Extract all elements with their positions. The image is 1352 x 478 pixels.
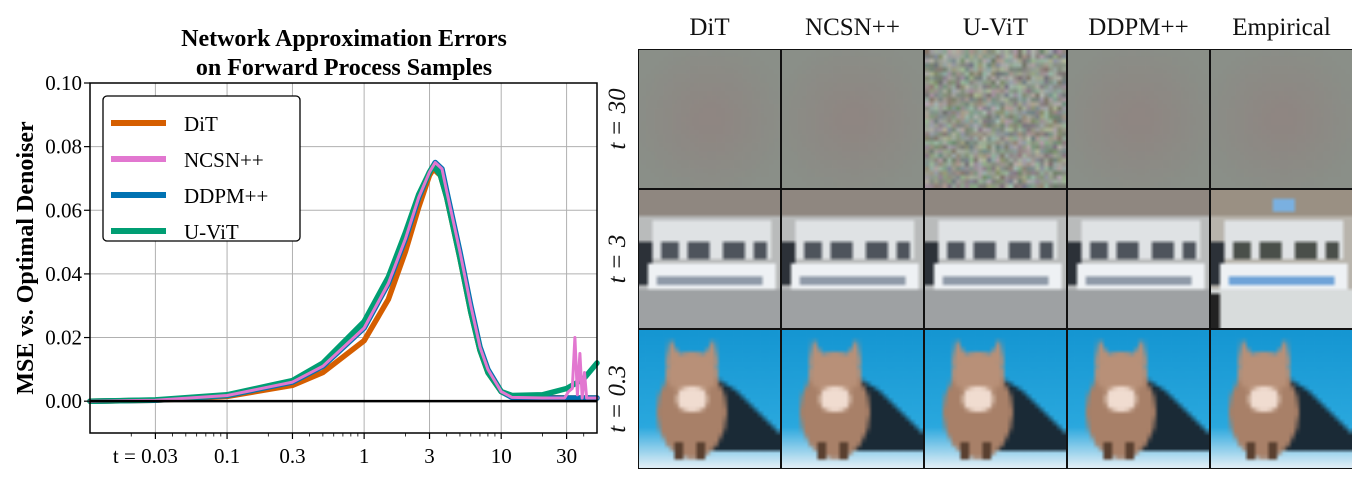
row-label: t = 0.3 (604, 365, 631, 433)
column-label: DiT (689, 14, 730, 41)
legend-label: U-ViT (184, 220, 239, 244)
legend: DiT NCSN++ DDPM++ U-ViT (102, 95, 301, 244)
x-tick-label: 3 (424, 444, 435, 468)
y-tick-label: 0.00 (45, 389, 82, 413)
sample-image-canvas (1211, 190, 1352, 328)
sample-image-canvas (782, 190, 923, 328)
series-line-ncsn (88, 161, 599, 403)
legend-box (102, 95, 301, 242)
sample-image (1067, 329, 1210, 469)
sample-image-canvas (925, 330, 1066, 468)
sample-image (924, 49, 1067, 189)
sample-image-canvas (1068, 330, 1209, 468)
y-tick-label: 0.08 (45, 135, 82, 159)
sample-image-canvas (925, 50, 1066, 188)
sample-image-canvas (1068, 190, 1209, 328)
sample-image-canvas (925, 190, 1066, 328)
sample-image (638, 189, 781, 329)
sample-image (1067, 49, 1210, 189)
y-tick-label: 0.10 (45, 71, 82, 95)
y-tick-label: 0.02 (45, 326, 82, 350)
sample-image (638, 49, 781, 189)
y-axis-label: MSE vs. Optimal Denoiser (13, 121, 39, 395)
sample-image (1210, 49, 1352, 189)
sample-image (1210, 329, 1352, 469)
sample-image (1210, 189, 1352, 329)
x-tick-label: 0.3 (279, 444, 305, 468)
sample-image-canvas (782, 330, 923, 468)
sample-image (924, 189, 1067, 329)
sample-image (781, 49, 924, 189)
legend-label: DiT (184, 112, 218, 136)
sample-image (924, 329, 1067, 469)
series-line-uvit (87, 162, 600, 404)
legend-label: NCSN++ (184, 148, 264, 172)
column-label: Empirical (1232, 14, 1331, 41)
y-tick-label: 0.06 (45, 198, 82, 222)
series-lines (87, 159, 600, 404)
x-tick-label: 1 (359, 444, 370, 468)
chart-title-line-2: on Forward Process Samples (196, 55, 492, 81)
mse-line-chart: t = 0.03 0.1 0.3 1 3 10 30 0.00 0.02 0.04 0.06 0.08… (13, 26, 600, 468)
x-tick-label: t = 0.03 (113, 444, 178, 468)
sample-image (1067, 189, 1210, 329)
column-label: NCSN++ (805, 14, 900, 41)
x-tick-label: 30 (556, 444, 577, 468)
sample-image (781, 189, 924, 329)
column-label: U-ViT (962, 14, 1029, 41)
sample-image (781, 329, 924, 469)
sample-image-canvas (639, 50, 780, 188)
row-label: t = 30 (604, 88, 631, 150)
x-tick-label: 10 (491, 444, 512, 468)
sample-image-canvas (639, 330, 780, 468)
sample-image-canvas (782, 50, 923, 188)
sample-image-canvas (1068, 50, 1209, 188)
sample-image-canvas (1211, 50, 1352, 188)
sample-image-canvas (1211, 330, 1352, 468)
sample-image-canvas (639, 190, 780, 328)
plot-frame (89, 82, 598, 434)
axes (84, 82, 598, 439)
chart-title-line-1: Network Approximation Errors (181, 26, 507, 52)
tick-labels: t = 0.03 0.1 0.3 1 3 10 30 0.00 0.02 0.04 0.06 0.08… (45, 71, 577, 468)
x-tick-label: 0.1 (214, 444, 240, 468)
column-label: DDPM++ (1088, 14, 1189, 41)
y-tick-label: 0.04 (45, 262, 82, 286)
legend-label: DDPM++ (184, 184, 268, 208)
row-label: t = 3 (604, 234, 631, 284)
sample-image (638, 329, 781, 469)
